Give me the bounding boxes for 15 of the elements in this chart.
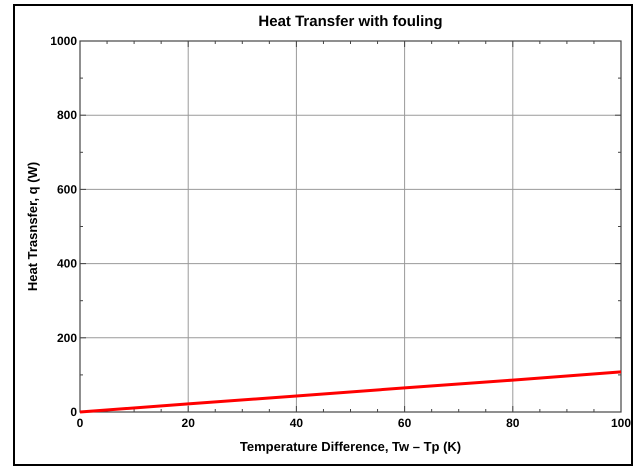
y-tick-label: 600 bbox=[56, 182, 78, 196]
y-tick-label: 0 bbox=[70, 405, 78, 419]
x-tick-label: 20 bbox=[182, 416, 196, 430]
x-tick-label: 60 bbox=[398, 416, 412, 430]
x-axis-title: Temperature Difference, Tw – Tp (K) bbox=[240, 439, 462, 454]
x-tick-label: 40 bbox=[290, 416, 304, 430]
y-tick-label: 400 bbox=[56, 256, 78, 271]
x-tick-label: 100 bbox=[610, 416, 632, 430]
y-tick-label: 200 bbox=[56, 330, 78, 345]
chart-title: Heat Transfer with fouling bbox=[258, 13, 443, 30]
y-tick-label: 800 bbox=[56, 108, 78, 122]
y-tick-label: 1000 bbox=[50, 34, 78, 48]
y-axis-title: Heat Trasnsfer, q (W) bbox=[25, 162, 40, 292]
x-tick-label: 80 bbox=[506, 416, 520, 430]
line-series bbox=[78, 370, 622, 414]
